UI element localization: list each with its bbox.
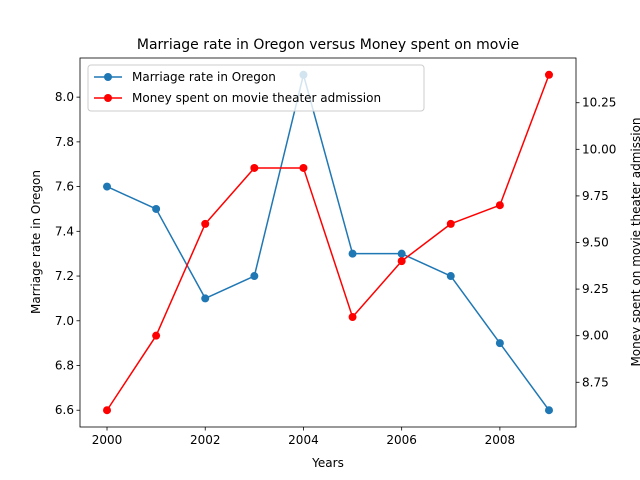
right-y-tick-label-10.25: 10.25 xyxy=(582,96,616,110)
x-tick-label-2004: 2004 xyxy=(288,433,319,447)
left-y-axis-label: Marriage rate in Oregon xyxy=(29,170,43,314)
right-y-tick-label-9.00: 9.00 xyxy=(582,329,609,343)
left-y-tick-label-7.4: 7.4 xyxy=(55,224,74,238)
left-y-tick-label-7.6: 7.6 xyxy=(55,180,74,194)
series-1-point-2005 xyxy=(348,249,357,258)
left-y-tick-label-8.0: 8.0 xyxy=(55,90,74,104)
series-2-point-2008 xyxy=(495,201,504,210)
legend: Marriage rate in Oregon Money spent on mo… xyxy=(87,64,425,112)
series-2-point-2004 xyxy=(299,163,308,172)
legend-box xyxy=(87,64,425,112)
left-y-tick-label-7.0: 7.0 xyxy=(55,314,74,328)
series-1-point-2002 xyxy=(201,294,210,303)
x-axis-label: Years xyxy=(311,456,344,470)
series-2-point-2007 xyxy=(446,219,455,228)
left-y-tick-label-7.2: 7.2 xyxy=(55,269,74,283)
series-1-point-2006 xyxy=(397,249,406,258)
x-tick-label-2006: 2006 xyxy=(386,433,417,447)
legend-label-1: Marriage rate in Oregon xyxy=(132,70,276,84)
axes-layer: 2000 2002 2004 2006 2008 6.6 6.8 7.0 7.2 7.4 7.6 7.… xyxy=(55,57,616,447)
series-1-point-2007 xyxy=(446,272,455,281)
series-line-1 xyxy=(106,74,550,411)
series-layer xyxy=(103,70,553,415)
chart-title: Marriage rate in Oregon versus Money spe… xyxy=(137,37,519,53)
legend-swatch-marker-2 xyxy=(104,94,112,102)
x-tick-label-2002: 2002 xyxy=(190,433,221,447)
series-1-point-2000 xyxy=(103,182,112,191)
left-y-tick-label-7.8: 7.8 xyxy=(55,135,74,149)
right-y-tick-label-9.25: 9.25 xyxy=(582,282,609,296)
legend-swatch-marker-1 xyxy=(104,73,112,81)
series-1-point-2009 xyxy=(544,406,553,415)
left-y-tick-label-6.8: 6.8 xyxy=(55,359,74,373)
series-1-point-2003 xyxy=(250,272,259,281)
series-1-point-2008 xyxy=(495,339,504,348)
series-line-2 xyxy=(106,74,550,411)
series-2-point-2005 xyxy=(348,313,357,322)
right-y-tick-label-9.50: 9.50 xyxy=(582,236,609,250)
series-2-point-2001 xyxy=(152,331,161,340)
x-tick-label-2000: 2000 xyxy=(92,433,123,447)
series-2-point-2000 xyxy=(103,406,112,415)
legend-label-2: Money spent on movie theater admission xyxy=(132,91,381,105)
right-y-tick-label-9.75: 9.75 xyxy=(582,189,609,203)
series-2-point-2003 xyxy=(250,163,259,172)
series-2-point-2006 xyxy=(397,257,406,266)
right-y-axis-label: Money spent on movie theater admission xyxy=(629,117,640,366)
x-tick-label-2008: 2008 xyxy=(485,433,516,447)
series-2-point-2002 xyxy=(201,219,210,228)
right-y-tick-label-8.75: 8.75 xyxy=(582,375,609,389)
series-1-point-2001 xyxy=(152,204,161,213)
right-y-tick-label-10.00: 10.00 xyxy=(582,142,616,156)
left-y-tick-label-6.6: 6.6 xyxy=(55,403,74,417)
series-2-point-2009 xyxy=(544,70,553,79)
